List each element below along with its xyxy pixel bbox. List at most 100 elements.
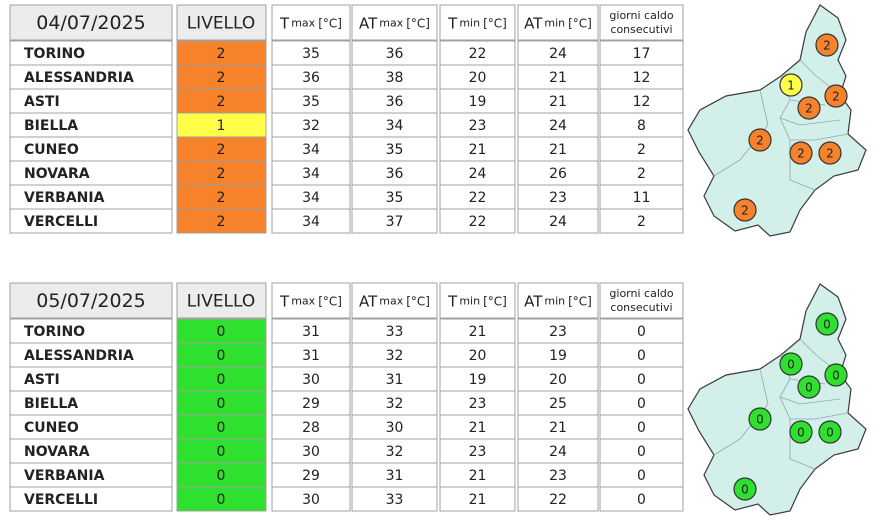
map-marker [815,33,839,57]
col-header [439,282,516,319]
map-marker [797,375,821,399]
city: TORINO [24,324,85,340]
value: 0 [637,348,646,364]
value: 36 [386,46,404,62]
col-title-sub: max [291,295,315,308]
value: 38 [386,70,404,86]
value: 35 [386,190,404,206]
value-cell [439,318,516,344]
value: 21 [469,324,487,340]
value-cell [517,342,599,368]
map-level: 0 [741,483,749,497]
map-marker [733,477,757,501]
value-cell [439,414,516,440]
value-cell [271,486,351,512]
value: 21 [469,468,487,484]
value: 36 [302,70,320,86]
map-marker [818,420,842,444]
map-marker [818,141,842,165]
value: 21 [549,94,567,110]
value-cell [439,88,516,114]
value: 0 [637,324,646,340]
map-level: 2 [826,147,834,161]
level-cell [176,160,267,186]
level-cell [176,112,267,138]
col-header [599,4,684,41]
map-level: 2 [741,204,749,218]
col-header [271,282,351,319]
level: 2 [217,190,226,206]
value-cell [517,64,599,90]
value: 34 [302,166,320,182]
value: 0 [637,444,646,460]
value-cell [271,208,351,234]
value-cell [439,390,516,416]
value: 30 [386,420,404,436]
value: 30 [302,444,320,460]
level: 0 [217,348,226,364]
city: ALESSANDRIA [24,70,134,86]
level: 2 [217,166,226,182]
city-cell [9,184,173,210]
col-header [351,282,438,319]
city: ASTI [24,94,60,110]
value-cell [517,318,599,344]
city-cell [9,208,173,234]
value-cell [271,40,351,66]
col-title-unit: [°C] [568,16,592,30]
col-header [351,4,438,41]
value: 23 [549,468,567,484]
value: 33 [386,492,404,508]
value: 0 [637,396,646,412]
level: 2 [217,94,226,110]
value: 33 [386,324,404,340]
value-cell [599,40,684,66]
value-cell [351,414,438,440]
level: 2 [217,46,226,62]
city: ALESSANDRIA [24,348,134,364]
level-cell [176,438,267,464]
level: 0 [217,444,226,460]
value: 26 [549,166,567,182]
city: CUNEO [24,420,79,436]
value: 22 [549,492,567,508]
value-cell [351,462,438,488]
value-cell [599,462,684,488]
value: 12 [633,70,651,86]
value-cell [351,64,438,90]
city: VERCELLI [24,492,98,508]
level-title: LIVELLO [187,14,256,34]
col-title: AT max [°C] [359,14,430,32]
city-cell [9,136,173,162]
value: 34 [386,118,404,134]
value: 17 [633,46,651,62]
value-cell [599,184,684,210]
col-title-unit: [°C] [406,16,430,30]
value-cell [439,112,516,138]
level-cell [176,486,267,512]
date: 05/07/2025 [36,290,146,312]
col-header [439,4,516,41]
value: 32 [386,444,404,460]
value: 21 [549,142,567,158]
col-title-sub: max [379,17,403,30]
map-level: 0 [826,426,834,440]
value-cell [599,438,684,464]
value-cell [351,184,438,210]
city-cell [9,414,173,440]
value-cell [271,160,351,186]
col-title-unit: [°C] [318,294,342,308]
value: 25 [549,396,567,412]
map-level: 0 [797,426,805,440]
col-title-sub: min [544,295,565,308]
value-cell [599,136,684,162]
value: 2 [637,142,646,158]
value: 22 [469,46,487,62]
level: 2 [217,70,226,86]
level: 0 [217,420,226,436]
value: 11 [633,190,651,206]
value-cell [351,438,438,464]
map-marker [748,407,772,431]
